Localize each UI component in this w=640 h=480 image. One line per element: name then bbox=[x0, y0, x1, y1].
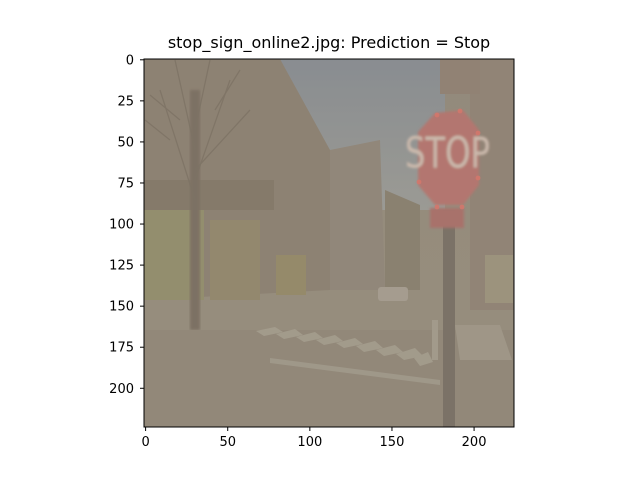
y-tick-label: 150 bbox=[109, 300, 134, 315]
y-tick-label: 100 bbox=[109, 218, 134, 233]
stop-sign: STOP bbox=[405, 110, 490, 228]
y-tick-label: 125 bbox=[109, 259, 134, 274]
y-tick-label: 0 bbox=[126, 53, 134, 68]
y-tick-label: 25 bbox=[117, 94, 134, 109]
stop-sign-text: STOP bbox=[405, 128, 490, 178]
x-tick-label: 50 bbox=[219, 435, 236, 450]
street-scene-image: STOP bbox=[144, 59, 514, 427]
x-tick-label: 200 bbox=[462, 435, 487, 450]
x-axis: 0 50 100 150 200 bbox=[141, 427, 486, 450]
x-tick-label: 100 bbox=[297, 435, 322, 450]
y-tick-label: 200 bbox=[109, 382, 134, 397]
y-axis: 0 25 50 75 100 125 150 175 200 bbox=[109, 53, 144, 397]
y-tick-label: 175 bbox=[109, 341, 134, 356]
y-tick-label: 50 bbox=[117, 135, 134, 150]
axes-frame bbox=[143, 58, 515, 428]
plot-title: stop_sign_online2.jpg: Prediction = Stop bbox=[167, 33, 491, 52]
x-tick-label: 0 bbox=[141, 435, 149, 450]
y-tick-label: 75 bbox=[117, 176, 134, 191]
x-tick-label: 150 bbox=[380, 435, 405, 450]
